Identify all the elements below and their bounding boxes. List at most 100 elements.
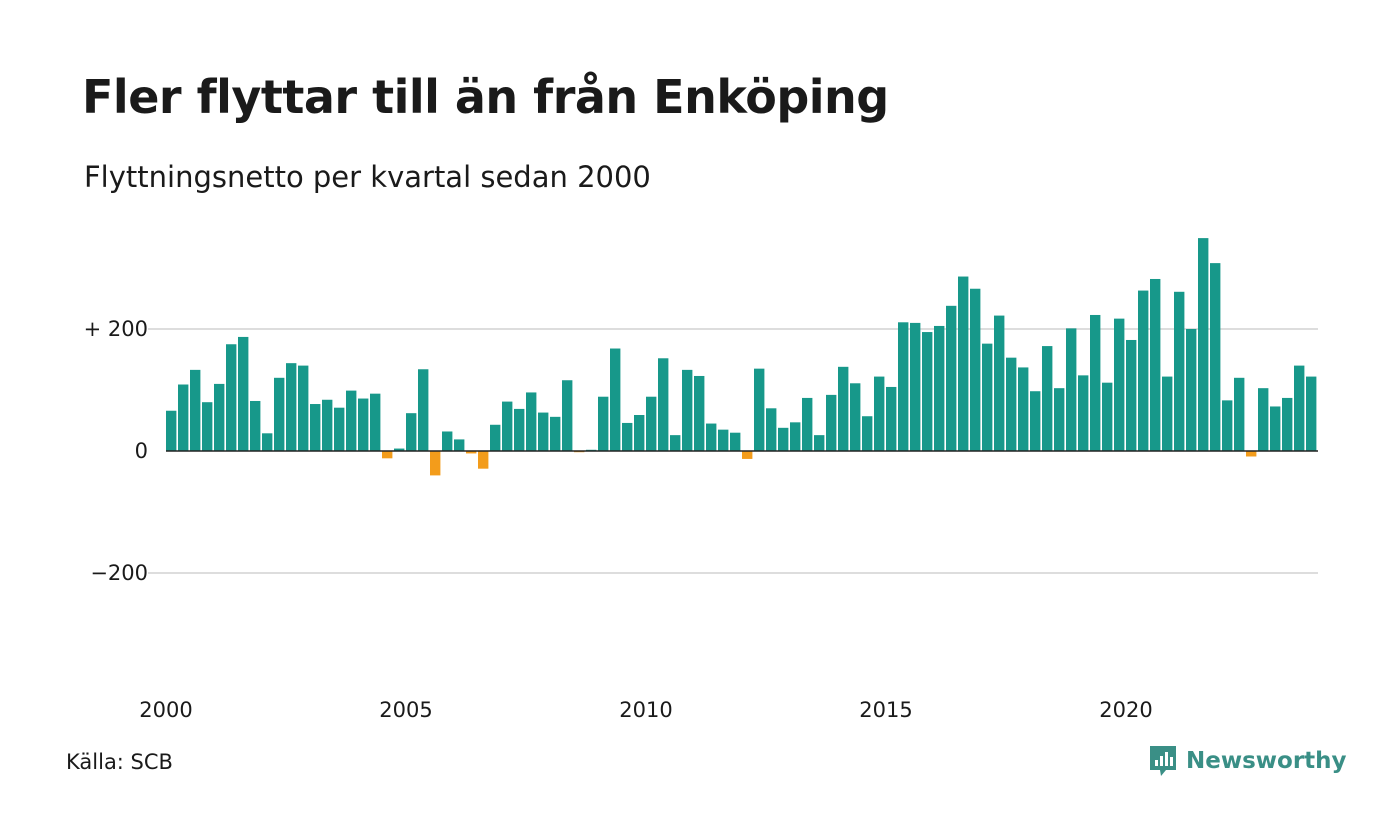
bar	[790, 422, 801, 451]
brand-logo[interactable]: Newsworthy	[1148, 744, 1347, 778]
brand-name: Newsworthy	[1186, 748, 1347, 774]
bar	[778, 427, 789, 451]
bar	[430, 451, 441, 476]
bar	[814, 435, 825, 451]
chart-subtitle: Flyttningsnetto per kvartal sedan 2000	[84, 160, 651, 194]
bar	[1078, 375, 1089, 451]
bar	[466, 451, 477, 454]
bar	[886, 386, 897, 451]
bar	[994, 315, 1005, 451]
x-tick-label: 2010	[619, 698, 672, 722]
x-tick-label: 2020	[1099, 698, 1152, 722]
bar	[202, 402, 213, 451]
bar	[838, 366, 849, 451]
bar	[598, 396, 609, 451]
bar	[850, 383, 861, 451]
bar	[1306, 376, 1317, 451]
bar	[610, 348, 621, 451]
bar	[1186, 329, 1197, 451]
bar	[1054, 388, 1065, 451]
bar	[766, 408, 777, 451]
bar	[1090, 314, 1101, 451]
bar	[1150, 278, 1161, 451]
bar	[1126, 339, 1137, 451]
bar	[442, 431, 453, 451]
bar	[958, 276, 969, 451]
bar	[1258, 388, 1269, 451]
bar	[1282, 397, 1293, 451]
bar	[478, 451, 489, 469]
bar	[1162, 376, 1173, 451]
bar	[1246, 451, 1257, 457]
bar	[394, 448, 405, 451]
bar	[826, 394, 837, 451]
bar	[1114, 318, 1125, 451]
bar	[658, 358, 669, 451]
bar	[166, 410, 177, 451]
chart-title: Fler flyttar till än från Enköping	[82, 70, 889, 124]
bar	[946, 305, 957, 451]
bar	[754, 368, 765, 451]
bar	[1222, 400, 1233, 451]
bar	[694, 375, 705, 451]
bar	[742, 451, 753, 459]
bar	[1018, 367, 1029, 451]
bar	[322, 399, 333, 451]
y-tick-label: 0	[135, 439, 148, 463]
bar	[1006, 357, 1017, 451]
bar	[526, 392, 537, 451]
bar	[418, 369, 429, 451]
bar	[310, 404, 321, 451]
bar	[238, 336, 249, 451]
bar	[730, 432, 741, 451]
newsworthy-logo-icon	[1150, 746, 1176, 776]
bar	[262, 433, 273, 451]
bar	[982, 343, 993, 451]
bar	[358, 398, 369, 451]
bar	[286, 363, 297, 451]
bar	[634, 415, 645, 451]
bar	[1066, 328, 1077, 451]
bar	[970, 288, 981, 451]
bar	[382, 451, 393, 459]
bar	[1042, 346, 1053, 451]
bar	[406, 413, 417, 451]
bar	[334, 407, 345, 451]
bar	[190, 369, 201, 451]
bar	[898, 322, 909, 451]
bar	[514, 408, 525, 451]
bar	[1174, 291, 1185, 451]
bar	[214, 383, 225, 451]
bars	[166, 238, 1317, 476]
x-axis-ticks: 2000 2005 2010 2015 2020	[139, 698, 1152, 722]
bar	[934, 325, 945, 451]
bar	[670, 435, 681, 451]
source-note: Källa: SCB	[66, 750, 173, 774]
bar	[250, 400, 261, 451]
bar	[718, 429, 729, 451]
bar	[1102, 382, 1113, 451]
bar	[802, 397, 813, 451]
bar	[298, 365, 309, 451]
x-tick-label: 2000	[139, 698, 192, 722]
bar	[682, 369, 693, 451]
bar	[1270, 406, 1281, 451]
bar	[370, 393, 381, 451]
bar	[910, 322, 921, 451]
x-tick-label: 2015	[859, 698, 912, 722]
bar	[502, 401, 513, 451]
bar	[226, 344, 237, 451]
bar	[706, 423, 717, 451]
bar	[646, 396, 657, 451]
bar	[550, 416, 561, 451]
bar	[538, 412, 549, 451]
y-tick-label: −200	[90, 561, 148, 585]
bar	[1198, 238, 1209, 451]
bar	[1294, 365, 1305, 451]
bar	[1234, 377, 1245, 451]
bar	[622, 422, 633, 451]
bar	[346, 390, 357, 451]
y-axis-ticks: + 200 0 −200	[84, 317, 148, 585]
bar	[562, 380, 573, 451]
